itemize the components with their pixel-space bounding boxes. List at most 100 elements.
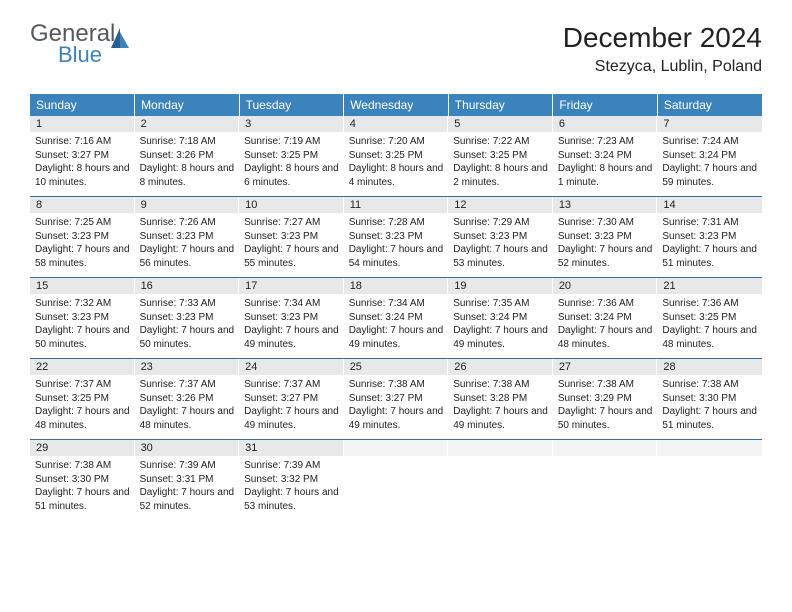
calendar-day-cell: 3Sunrise: 7:19 AMSunset: 3:25 PMDaylight… — [239, 116, 344, 197]
calendar-day-cell: 17Sunrise: 7:34 AMSunset: 3:23 PMDayligh… — [239, 278, 344, 359]
day-content: Sunrise: 7:39 AMSunset: 3:31 PMDaylight:… — [135, 456, 240, 520]
day-number: 30 — [135, 440, 240, 456]
day-number: 11 — [344, 197, 449, 213]
day-content: Sunrise: 7:23 AMSunset: 3:24 PMDaylight:… — [553, 132, 658, 196]
day-content: Sunrise: 7:30 AMSunset: 3:23 PMDaylight:… — [553, 213, 658, 277]
day-content: Sunrise: 7:35 AMSunset: 3:24 PMDaylight:… — [448, 294, 553, 358]
day-content: Sunrise: 7:36 AMSunset: 3:25 PMDaylight:… — [657, 294, 762, 358]
day-content: Sunrise: 7:26 AMSunset: 3:23 PMDaylight:… — [135, 213, 240, 277]
day-header: Tuesday — [239, 94, 344, 116]
day-content: Sunrise: 7:16 AMSunset: 3:27 PMDaylight:… — [30, 132, 135, 196]
calendar-day-cell: . — [553, 440, 658, 521]
day-number: 26 — [448, 359, 553, 375]
calendar-day-cell: 14Sunrise: 7:31 AMSunset: 3:23 PMDayligh… — [657, 197, 762, 278]
calendar-day-cell: 9Sunrise: 7:26 AMSunset: 3:23 PMDaylight… — [135, 197, 240, 278]
day-number: 21 — [657, 278, 762, 294]
calendar-day-cell: 26Sunrise: 7:38 AMSunset: 3:28 PMDayligh… — [448, 359, 553, 440]
calendar-day-cell: 23Sunrise: 7:37 AMSunset: 3:26 PMDayligh… — [135, 359, 240, 440]
day-header: Saturday — [657, 94, 762, 116]
calendar-day-cell: 11Sunrise: 7:28 AMSunset: 3:23 PMDayligh… — [344, 197, 449, 278]
calendar-day-cell: 25Sunrise: 7:38 AMSunset: 3:27 PMDayligh… — [344, 359, 449, 440]
calendar-day-cell: 18Sunrise: 7:34 AMSunset: 3:24 PMDayligh… — [344, 278, 449, 359]
day-number: 29 — [30, 440, 135, 456]
day-header: Friday — [553, 94, 658, 116]
day-number: 15 — [30, 278, 135, 294]
day-number: 9 — [135, 197, 240, 213]
day-number: 20 — [553, 278, 658, 294]
calendar-table: SundayMondayTuesdayWednesdayThursdayFrid… — [30, 94, 762, 520]
day-number: 14 — [657, 197, 762, 213]
day-number: 12 — [448, 197, 553, 213]
logo: General Blue — [30, 22, 115, 66]
calendar-day-cell: 22Sunrise: 7:37 AMSunset: 3:25 PMDayligh… — [30, 359, 135, 440]
calendar-day-cell: 13Sunrise: 7:30 AMSunset: 3:23 PMDayligh… — [553, 197, 658, 278]
calendar-day-cell: 19Sunrise: 7:35 AMSunset: 3:24 PMDayligh… — [448, 278, 553, 359]
calendar-week-row: 29Sunrise: 7:38 AMSunset: 3:30 PMDayligh… — [30, 440, 762, 521]
day-content: Sunrise: 7:34 AMSunset: 3:24 PMDaylight:… — [344, 294, 449, 358]
calendar-day-cell: 29Sunrise: 7:38 AMSunset: 3:30 PMDayligh… — [30, 440, 135, 521]
page-header: General Blue December 2024 Stezyca, Lubl… — [0, 0, 792, 86]
day-content: Sunrise: 7:25 AMSunset: 3:23 PMDaylight:… — [30, 213, 135, 277]
day-number: 13 — [553, 197, 658, 213]
day-number: 24 — [239, 359, 344, 375]
day-content: Sunrise: 7:33 AMSunset: 3:23 PMDaylight:… — [135, 294, 240, 358]
calendar-week-row: 8Sunrise: 7:25 AMSunset: 3:23 PMDaylight… — [30, 197, 762, 278]
day-header: Thursday — [448, 94, 553, 116]
day-number: 23 — [135, 359, 240, 375]
calendar-head: SundayMondayTuesdayWednesdayThursdayFrid… — [30, 94, 762, 116]
day-number: 31 — [239, 440, 344, 456]
day-header: Sunday — [30, 94, 135, 116]
day-content: Sunrise: 7:34 AMSunset: 3:23 PMDaylight:… — [239, 294, 344, 358]
calendar-day-cell: 21Sunrise: 7:36 AMSunset: 3:25 PMDayligh… — [657, 278, 762, 359]
calendar-day-cell: 24Sunrise: 7:37 AMSunset: 3:27 PMDayligh… — [239, 359, 344, 440]
day-number: 7 — [657, 116, 762, 132]
day-content: Sunrise: 7:29 AMSunset: 3:23 PMDaylight:… — [448, 213, 553, 277]
day-content: Sunrise: 7:38 AMSunset: 3:30 PMDaylight:… — [30, 456, 135, 520]
calendar-day-cell: 30Sunrise: 7:39 AMSunset: 3:31 PMDayligh… — [135, 440, 240, 521]
month-title: December 2024 — [563, 22, 762, 54]
day-header-row: SundayMondayTuesdayWednesdayThursdayFrid… — [30, 94, 762, 116]
day-content: Sunrise: 7:37 AMSunset: 3:27 PMDaylight:… — [239, 375, 344, 439]
calendar-week-row: 22Sunrise: 7:37 AMSunset: 3:25 PMDayligh… — [30, 359, 762, 440]
day-number: 25 — [344, 359, 449, 375]
day-content: Sunrise: 7:38 AMSunset: 3:27 PMDaylight:… — [344, 375, 449, 439]
location-subtitle: Stezyca, Lublin, Poland — [563, 58, 762, 76]
day-content: Sunrise: 7:39 AMSunset: 3:32 PMDaylight:… — [239, 456, 344, 520]
logo-sail-icon — [111, 28, 129, 48]
day-number: 5 — [448, 116, 553, 132]
logo-word-blue: Blue — [58, 44, 115, 66]
calendar-day-cell: 28Sunrise: 7:38 AMSunset: 3:30 PMDayligh… — [657, 359, 762, 440]
day-number: 3 — [239, 116, 344, 132]
day-number: 28 — [657, 359, 762, 375]
calendar-day-cell: . — [344, 440, 449, 521]
day-number: 10 — [239, 197, 344, 213]
day-content: Sunrise: 7:18 AMSunset: 3:26 PMDaylight:… — [135, 132, 240, 196]
day-content: Sunrise: 7:27 AMSunset: 3:23 PMDaylight:… — [239, 213, 344, 277]
day-number: 17 — [239, 278, 344, 294]
calendar-week-row: 15Sunrise: 7:32 AMSunset: 3:23 PMDayligh… — [30, 278, 762, 359]
calendar-day-cell: 4Sunrise: 7:20 AMSunset: 3:25 PMDaylight… — [344, 116, 449, 197]
calendar-body: 1Sunrise: 7:16 AMSunset: 3:27 PMDaylight… — [30, 116, 762, 520]
day-content: Sunrise: 7:19 AMSunset: 3:25 PMDaylight:… — [239, 132, 344, 196]
calendar-day-cell: . — [448, 440, 553, 521]
day-header: Wednesday — [344, 94, 449, 116]
day-number: 4 — [344, 116, 449, 132]
calendar-day-cell: 31Sunrise: 7:39 AMSunset: 3:32 PMDayligh… — [239, 440, 344, 521]
day-content: Sunrise: 7:32 AMSunset: 3:23 PMDaylight:… — [30, 294, 135, 358]
day-content: Sunrise: 7:37 AMSunset: 3:25 PMDaylight:… — [30, 375, 135, 439]
day-content: Sunrise: 7:37 AMSunset: 3:26 PMDaylight:… — [135, 375, 240, 439]
day-number: 8 — [30, 197, 135, 213]
day-number: 6 — [553, 116, 658, 132]
calendar-week-row: 1Sunrise: 7:16 AMSunset: 3:27 PMDaylight… — [30, 116, 762, 197]
day-content: Sunrise: 7:22 AMSunset: 3:25 PMDaylight:… — [448, 132, 553, 196]
title-block: December 2024 Stezyca, Lublin, Poland — [563, 22, 762, 76]
day-number: 27 — [553, 359, 658, 375]
calendar-day-cell: 10Sunrise: 7:27 AMSunset: 3:23 PMDayligh… — [239, 197, 344, 278]
calendar-day-cell: 15Sunrise: 7:32 AMSunset: 3:23 PMDayligh… — [30, 278, 135, 359]
calendar-day-cell: 6Sunrise: 7:23 AMSunset: 3:24 PMDaylight… — [553, 116, 658, 197]
calendar-day-cell: 16Sunrise: 7:33 AMSunset: 3:23 PMDayligh… — [135, 278, 240, 359]
day-number: 16 — [135, 278, 240, 294]
calendar-day-cell: . — [657, 440, 762, 521]
day-header: Monday — [135, 94, 240, 116]
day-content: Sunrise: 7:38 AMSunset: 3:30 PMDaylight:… — [657, 375, 762, 439]
